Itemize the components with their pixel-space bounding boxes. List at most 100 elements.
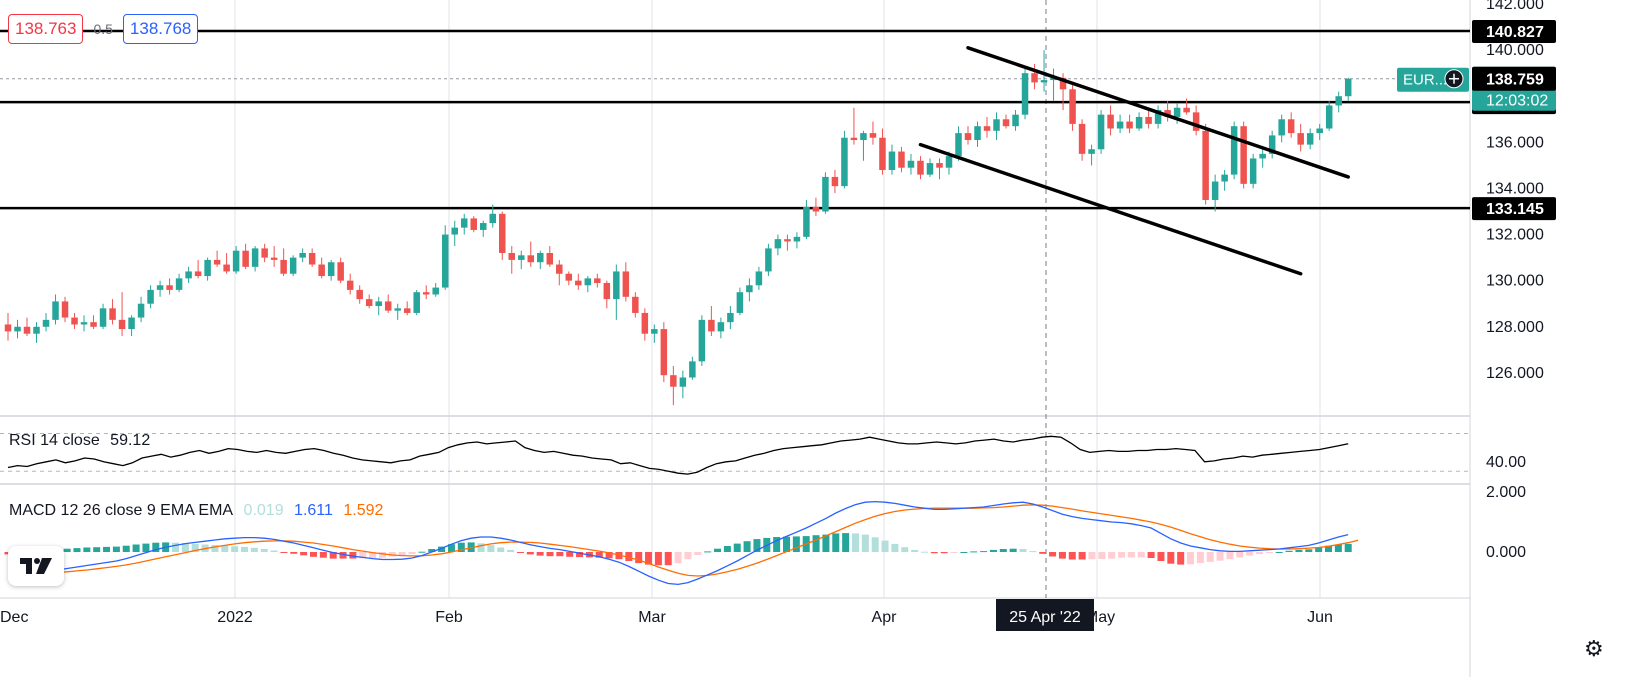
candle-body [565, 273, 573, 281]
candle-body [508, 253, 516, 260]
candle-body [1069, 89, 1076, 124]
candle-body [1116, 121, 1124, 129]
macd-histogram-bar [369, 552, 377, 558]
macd-histogram-bar [172, 542, 180, 552]
macd-histogram-bar [191, 543, 199, 552]
macd-histogram-bar [250, 547, 258, 552]
candle-body [375, 301, 382, 307]
candle-body [1192, 112, 1200, 131]
macd-histogram-bar [891, 543, 899, 552]
candle-body [52, 301, 59, 320]
candle-body [850, 137, 858, 141]
candle-body [926, 163, 934, 175]
candle-body [1221, 174, 1228, 182]
candle-body [80, 322, 88, 325]
candle-body [537, 253, 544, 263]
macd-histogram-bar [684, 552, 692, 560]
candle-body [1002, 119, 1010, 127]
candle-body [194, 271, 202, 277]
candle-body [974, 126, 981, 141]
price-axis: 142.000140.000138.000136.000134.000132.0… [1471, 0, 1649, 677]
candle-body [356, 289, 363, 300]
macd-histogram-bar [1039, 552, 1047, 554]
macd-histogram-bar [861, 534, 869, 552]
candle-body [422, 292, 430, 295]
sell-price-box[interactable]: 138.763 [8, 14, 84, 44]
candle-body [1059, 77, 1067, 90]
candle-body [1249, 158, 1257, 184]
candle-body [175, 278, 183, 290]
candle-body [384, 301, 392, 311]
macd-histogram-bar [1196, 552, 1204, 564]
macd-histogram-bar [122, 545, 130, 552]
macd-histogram-bar [112, 546, 120, 552]
macd-histogram-bar [1098, 552, 1106, 559]
candle-body [812, 206, 820, 212]
price-tick-label: 142.000 [1486, 0, 1544, 13]
macd-histogram-bar [211, 545, 219, 552]
crosshair-time-label: 25 Apr '22 [1009, 609, 1081, 626]
candle-body [185, 271, 192, 279]
buy-price-box[interactable]: 138.768 [122, 14, 199, 44]
settings-gear-icon[interactable]: ⚙ [1584, 636, 1604, 661]
macd-histogram-bar [241, 546, 249, 552]
macd-histogram-bar [1088, 552, 1096, 560]
candle-body [1031, 73, 1038, 83]
candle-body [460, 218, 468, 228]
candle-body [594, 278, 601, 283]
macd-histogram-bar [753, 539, 761, 552]
candle-body [1183, 107, 1190, 113]
macd-histogram-bar [428, 549, 436, 552]
candle-body [746, 285, 753, 293]
candle-body [907, 160, 915, 168]
macd-histogram-bar [733, 543, 741, 552]
macd-signal-line [8, 504, 1359, 577]
candle-body [42, 319, 50, 327]
macd-histogram-bar [260, 549, 268, 552]
macd-histogram-bar [477, 543, 485, 552]
candle-body [869, 133, 877, 138]
candle-body [1135, 116, 1143, 129]
rsi-legend[interactable]: RSI 14 close 59.12 [9, 432, 156, 450]
candle-body [365, 299, 373, 307]
macd-histogram-bar [822, 534, 830, 552]
macd-histogram-bar [1206, 552, 1214, 562]
tradingview-logo[interactable] [8, 546, 64, 586]
candle-body [632, 296, 639, 313]
candle-body [955, 133, 962, 157]
macd-histogram-bar [221, 545, 229, 552]
macd-histogram-bar [290, 552, 298, 554]
candle-body [651, 329, 658, 334]
macd-legend[interactable]: MACD 12 26 close 9 EMA EMA 0.019 1.611 1… [9, 502, 389, 520]
macd-histogram-bar [1157, 552, 1165, 561]
macd-histogram-bar [842, 533, 850, 552]
candle-body [1287, 119, 1295, 134]
candle-body [451, 227, 458, 235]
candle-body [318, 264, 325, 277]
level-price-label: 133.145 [1486, 201, 1544, 218]
candle-body [1278, 119, 1285, 136]
candle-body [575, 280, 582, 286]
candle-body [803, 206, 810, 237]
candle-body [4, 324, 12, 332]
macd-histogram-bar [645, 552, 653, 565]
candle-body [879, 137, 886, 170]
candle-body [993, 119, 1000, 131]
candle-body [518, 255, 525, 260]
candle-body [1050, 77, 1057, 81]
candle-body [1164, 110, 1171, 117]
candle-body [860, 133, 867, 141]
candle-body [1145, 116, 1152, 124]
macd-histogram-bar [871, 537, 879, 552]
candle-body [1268, 135, 1276, 154]
macd-histogram-bar [339, 552, 347, 559]
candle-body [308, 253, 316, 265]
macd-histogram-bar [1305, 549, 1313, 552]
candle-body [23, 326, 31, 334]
macd-pane [4, 500, 1359, 586]
macd-histogram-bar [1118, 552, 1126, 558]
macd-histogram-bar [1068, 552, 1076, 560]
macd-histogram-bar [970, 551, 978, 553]
